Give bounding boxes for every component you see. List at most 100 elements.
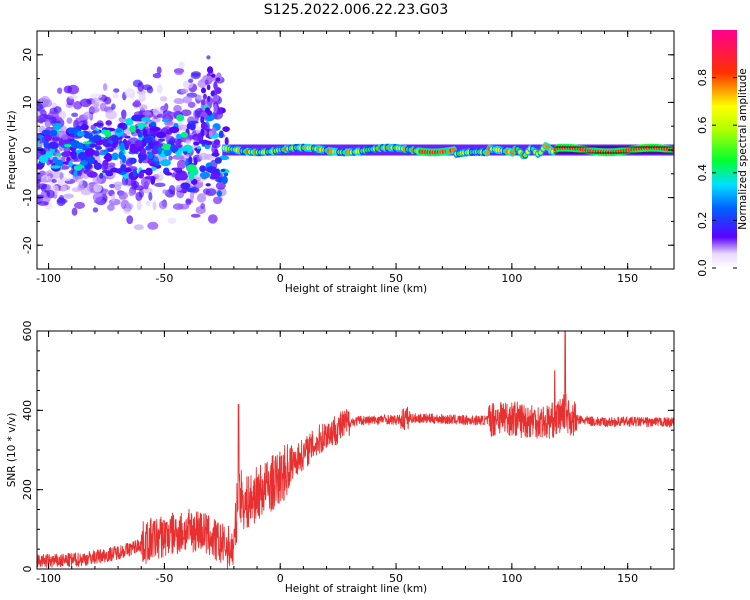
heatmap-cell [222, 126, 230, 132]
heatmap-cell [200, 122, 208, 130]
heatmap-cell [76, 130, 85, 137]
heatmap-cell [215, 77, 221, 82]
colorbar-gradient [712, 30, 737, 268]
colorbar-tick-label: 0.2 [696, 212, 709, 230]
heatmap-cell [37, 201, 49, 206]
heatmap-cell [186, 122, 192, 130]
heatmap-cell [200, 128, 205, 138]
heatmap-cell [200, 87, 207, 94]
heatmap-cell [178, 61, 185, 69]
heatmap-cell [141, 139, 146, 147]
heatmap-cell [160, 159, 172, 167]
heatmap-cell [132, 168, 138, 178]
heatmap-cell [139, 104, 148, 111]
heatmap-cell [206, 84, 211, 91]
heatmap-cell [73, 100, 83, 110]
heatmap-cell [104, 129, 112, 138]
heatmap-cell [59, 138, 64, 147]
heatmap-cell [179, 147, 190, 152]
heatmap-cell [168, 126, 180, 134]
heatmap-cell [210, 171, 220, 179]
heatmap-cell [94, 149, 100, 157]
heatmap-cell [138, 123, 144, 131]
heatmap-cell [73, 170, 78, 178]
heatmap-cell [112, 93, 119, 99]
heatmap-cell [77, 184, 85, 191]
heatmap-cell [140, 147, 147, 156]
heatmap-cell [45, 184, 52, 191]
heatmap-cell [224, 136, 229, 146]
heatmap-cell [118, 191, 129, 200]
heatmap-cell [180, 131, 189, 138]
heatmap-cell [92, 207, 99, 213]
heatmap-cell [115, 127, 123, 134]
heatmap-cell [48, 141, 59, 149]
heatmap-cell [204, 140, 213, 145]
heatmap-cell [195, 94, 203, 101]
heatmap-cell [160, 105, 168, 111]
heatmap-cell [200, 203, 206, 209]
colorbar-ticks: 0.0 0.2 0.4 0.6 0.8 [696, 69, 737, 277]
heatmap-cell [140, 117, 151, 123]
heatmap-cell [63, 193, 74, 199]
spectrogram-ytick-label: -10 [21, 189, 34, 207]
heatmap-cell [134, 140, 143, 148]
heatmap-cell [44, 133, 52, 142]
heatmap-cell [149, 126, 161, 132]
heatmap-cell [129, 125, 136, 133]
heatmap-cell [150, 121, 157, 127]
heatmap-cell [154, 182, 166, 187]
heatmap-cell [56, 152, 63, 157]
heatmap-cell [54, 159, 64, 167]
heatmap-cell [125, 202, 134, 210]
heatmap-cell [93, 102, 100, 109]
heatmap-cell [53, 169, 61, 179]
heatmap-cell [208, 130, 213, 137]
heatmap-cell [161, 143, 173, 151]
heatmap-cell [148, 152, 153, 160]
heatmap-cell [108, 162, 116, 167]
snr-xtick-label: 0 [277, 572, 284, 585]
heatmap-cell [182, 187, 188, 194]
heatmap-cell [92, 130, 98, 134]
heatmap-cell [185, 198, 192, 206]
heatmap-cell [156, 84, 163, 94]
snr-xtick-label: 50 [389, 572, 403, 585]
snr-xlabel: Height of straight line (km) [285, 583, 427, 595]
colorbar-tick-label: 0.0 [696, 259, 709, 277]
heatmap-cell [61, 176, 71, 182]
heatmap-cell [207, 214, 218, 224]
heatmap-cell [76, 178, 83, 186]
heatmap-cell [89, 143, 98, 148]
heatmap-cell [223, 172, 229, 177]
heatmap-cell [105, 171, 114, 177]
heatmap-cell [99, 172, 104, 179]
heatmap-cell [47, 189, 55, 199]
colorbar: 0.0 0.2 0.4 0.6 0.8 Normalized spectral ampl… [696, 30, 749, 277]
snr-ytick-label: 0 [21, 566, 34, 573]
heatmap-cell [80, 123, 89, 131]
heatmap-cell [121, 109, 127, 119]
heatmap-cell [186, 164, 197, 173]
heatmap-cell [50, 165, 61, 169]
heatmap-cell [61, 151, 71, 158]
heatmap-cell [52, 156, 58, 163]
heatmap-cell [173, 144, 183, 148]
heatmap-cell [137, 171, 145, 179]
heatmap-cell [157, 146, 162, 155]
heatmap-cell [88, 106, 100, 113]
heatmap-cell [124, 135, 131, 139]
heatmap-cell [138, 92, 146, 103]
heatmap-cell [62, 139, 71, 144]
heatmap-cell [142, 187, 153, 194]
heatmap-cell [77, 142, 84, 150]
heatmap-cell [215, 181, 226, 190]
heatmap-cell [156, 66, 162, 75]
heatmap-cell [40, 175, 49, 184]
heatmap-cell [37, 115, 45, 124]
heatmap-cell [172, 154, 185, 160]
heatmap-cell [189, 192, 195, 201]
heatmap-cell [156, 113, 167, 118]
